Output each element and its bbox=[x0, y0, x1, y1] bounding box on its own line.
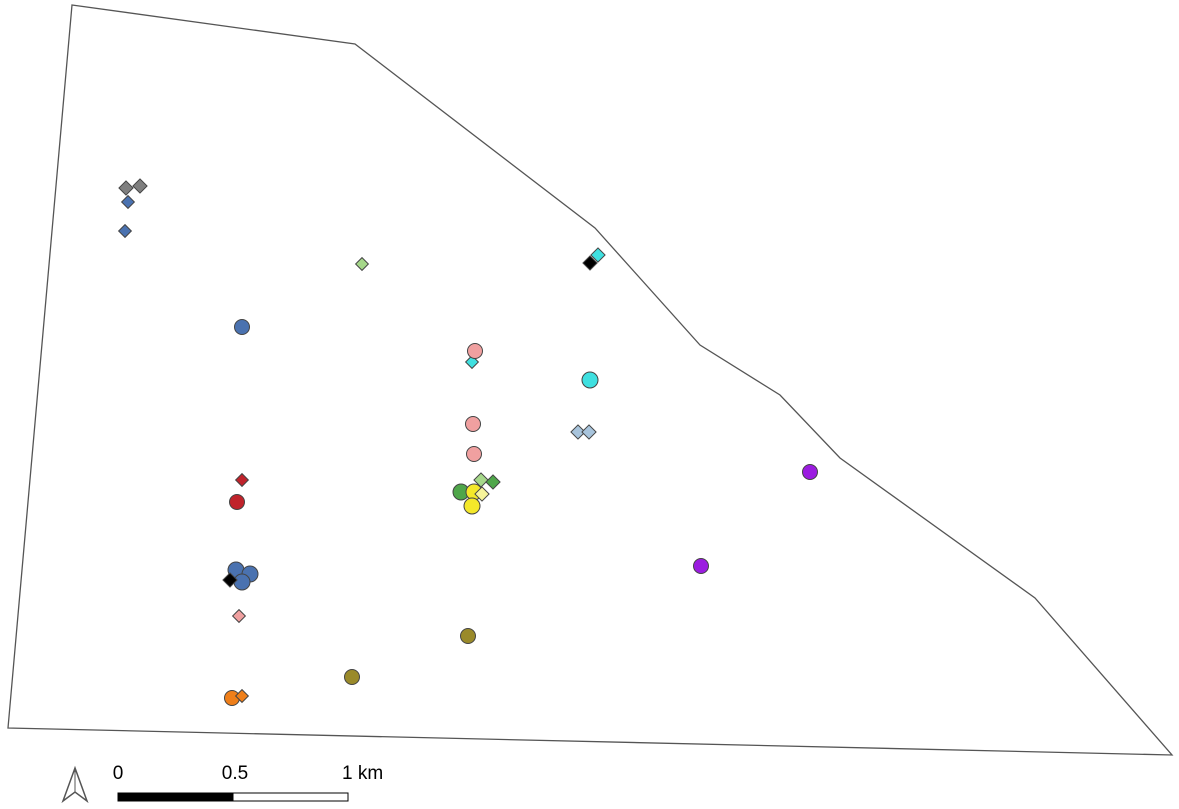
site-marker bbox=[693, 558, 709, 574]
scale-bar: 0 0.5 1 km bbox=[113, 763, 383, 802]
site-marker bbox=[234, 688, 250, 704]
scale-bar-segment bbox=[117, 792, 234, 802]
site-marker bbox=[132, 178, 148, 194]
site-marker bbox=[474, 486, 490, 502]
north-arrow bbox=[61, 765, 89, 804]
site-marker bbox=[463, 497, 481, 515]
site-marker bbox=[120, 194, 136, 210]
site-marker bbox=[582, 255, 598, 271]
site-marker bbox=[344, 669, 360, 685]
site-marker bbox=[234, 319, 250, 335]
site-marker bbox=[233, 573, 251, 591]
site-marker bbox=[485, 474, 501, 490]
site-marker bbox=[231, 608, 247, 624]
site-marker bbox=[117, 223, 133, 239]
site-marker bbox=[118, 180, 134, 196]
site-marker bbox=[465, 416, 481, 432]
scale-label: 0.5 bbox=[222, 763, 248, 784]
scale-bar-segment bbox=[232, 792, 349, 802]
site-marker bbox=[229, 494, 245, 510]
site-marker bbox=[581, 371, 599, 389]
scale-label: 0 bbox=[113, 763, 124, 784]
site-marker bbox=[234, 472, 250, 488]
site-marker bbox=[581, 424, 597, 440]
site-marker bbox=[570, 424, 586, 440]
circle-markers bbox=[222, 319, 818, 706]
study-area-boundary bbox=[7, 4, 1174, 756]
site-marker bbox=[802, 464, 818, 480]
scale-label: 1 km bbox=[342, 763, 383, 784]
site-marker bbox=[473, 472, 489, 488]
diamond-markers bbox=[117, 178, 606, 490]
site-marker bbox=[460, 628, 476, 644]
site-marker bbox=[467, 343, 483, 359]
site-marker bbox=[354, 256, 370, 272]
site-marker bbox=[590, 247, 606, 263]
site-marker bbox=[466, 446, 482, 462]
site-marker bbox=[222, 572, 238, 588]
